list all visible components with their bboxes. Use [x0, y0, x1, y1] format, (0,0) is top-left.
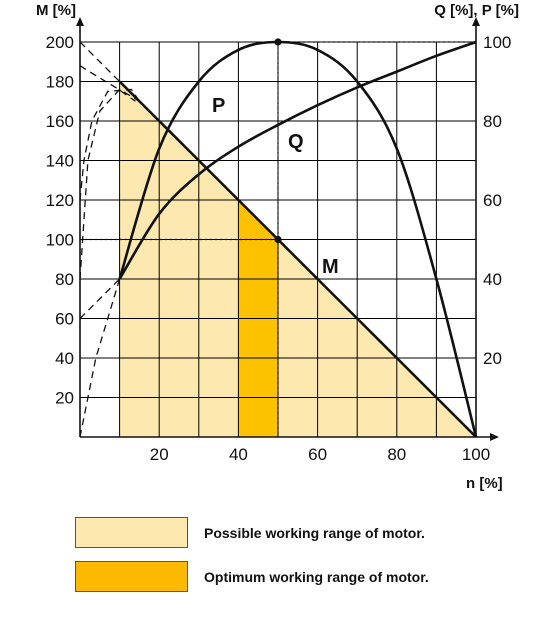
x-tick-label: 100 — [462, 445, 490, 464]
curves — [79, 38, 478, 438]
legend-label-possible: Possible working range of motor. — [204, 524, 425, 541]
x-tick-label: 80 — [387, 445, 406, 464]
left-tick-label: 200 — [46, 33, 74, 52]
left-tick-label: 60 — [55, 310, 74, 329]
left-axis-arrow — [76, 17, 84, 26]
q-extension — [79, 278, 121, 319]
chart: 20 40 60 80 100 120 140 160 180 200 20 40 60 80 100 20 4… — [36, 2, 519, 492]
p-extension — [79, 278, 121, 438]
right-tick-label: 20 — [483, 349, 502, 368]
right-tick-label: 60 — [483, 191, 502, 210]
left-tick-label: 80 — [55, 270, 74, 289]
m-start-curve-1 — [79, 65, 136, 102]
left-tick-label: 20 — [55, 389, 74, 408]
legend-item-optimum: Optimum working range of motor. — [75, 561, 429, 592]
y-left-axis-label: M [%] — [36, 2, 76, 19]
y-right-axis-label: Q [%], P [%] — [434, 2, 519, 19]
right-axis-arrow — [472, 17, 480, 26]
legend-swatch-possible — [75, 517, 188, 548]
m-start-curve-3 — [79, 88, 140, 280]
series-q-line — [118, 40, 477, 280]
series-p-label: P — [212, 95, 225, 117]
left-tick-label: 120 — [46, 191, 74, 210]
left-tick-label: 100 — [46, 231, 74, 250]
left-tick-label: 40 — [55, 349, 74, 368]
legend-item-possible: Possible working range of motor. — [75, 517, 425, 548]
right-tick-label: 100 — [483, 33, 511, 52]
left-tick-label: 180 — [46, 73, 74, 92]
marker-point-2 — [274, 38, 282, 46]
left-tick-label: 160 — [46, 112, 74, 131]
marker-point-1 — [274, 235, 282, 244]
bottom-axis-arrow — [490, 433, 499, 441]
x-tick-label: 20 — [150, 445, 169, 464]
right-tick-label: 40 — [483, 270, 502, 289]
x-axis-label: n [%] — [466, 475, 503, 492]
axes — [76, 17, 499, 441]
x-tick-label: 40 — [229, 445, 248, 464]
m-start-curve-2 — [79, 88, 140, 201]
right-tick-label: 80 — [483, 112, 502, 131]
left-tick-label: 140 — [46, 152, 74, 171]
legend-swatch-optimum — [75, 561, 188, 592]
legend-label-optimum: Optimum working range of motor. — [204, 568, 429, 585]
series-m-label: M — [322, 256, 339, 278]
series-p-line — [118, 40, 478, 438]
x-tick-label: 60 — [308, 445, 327, 464]
labels: 20 40 60 80 100 120 140 160 180 200 20 40 60 80 100 20 4… — [36, 2, 519, 492]
series-q-label: Q — [288, 131, 304, 153]
m-extension — [79, 41, 121, 82]
